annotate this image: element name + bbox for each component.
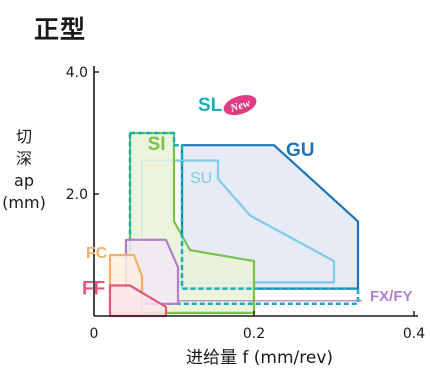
y-axis-label-line: 深 — [15, 149, 32, 168]
axes: 2.0 4.0 0 0.2 0.4 — [66, 65, 425, 342]
series-label-fc: FC — [86, 245, 108, 262]
page-title: 正型 — [34, 15, 87, 44]
y-axis-label-line: 切 — [15, 127, 32, 146]
series-label-si: SI — [148, 134, 166, 155]
region-ff — [108, 284, 168, 318]
series-label-ff: FF — [82, 279, 105, 300]
series-label-sl: SL — [198, 95, 223, 116]
region-sl — [128, 131, 360, 306]
y-axis-label: 切 深 ap (mm) — [2, 126, 46, 214]
y-axis-label-line: ap — [14, 171, 34, 190]
series-regions — [108, 131, 360, 318]
series-label-fx-fy: FX/FY — [370, 288, 413, 305]
x-tick-label: 0.4 — [403, 326, 425, 342]
series-label-su: SU — [190, 170, 212, 187]
y-tick-label: 2.0 — [66, 187, 88, 203]
new-badge — [223, 94, 257, 116]
x-tick-label: 0.2 — [243, 326, 265, 342]
y-axis-label-line: (mm) — [2, 193, 46, 212]
series-label-gu: GU — [286, 140, 315, 161]
x-axis-label: 进给量 f (mm/rev) — [186, 348, 334, 368]
x-tick-label: 0 — [90, 326, 99, 342]
y-tick-label: 4.0 — [66, 65, 88, 81]
